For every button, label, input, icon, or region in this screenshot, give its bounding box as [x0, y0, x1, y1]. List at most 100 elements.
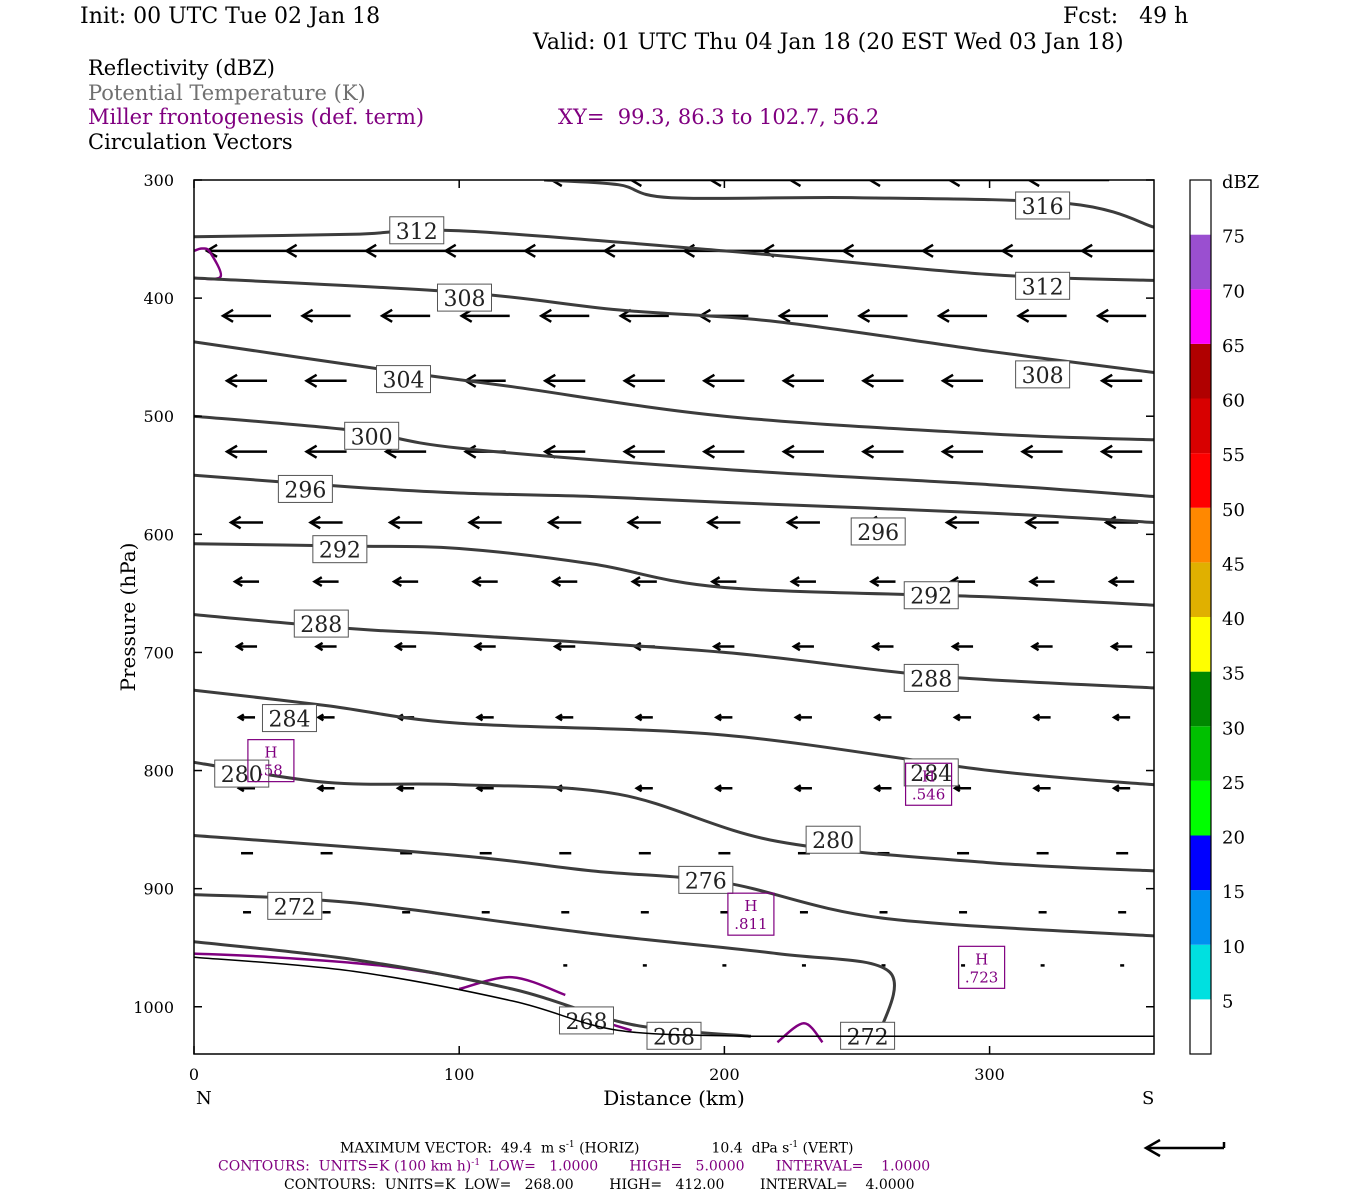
circulation-vector	[538, 308, 590, 323]
theta-label-box	[267, 891, 323, 920]
theta-label-box	[312, 535, 368, 564]
circulation-vector	[1016, 308, 1067, 323]
reference-vector-arrow	[1143, 1138, 1226, 1158]
circulation-vector	[873, 784, 892, 793]
circulation-vector	[873, 713, 892, 722]
colorbar-cell	[1190, 453, 1211, 508]
circulation-vector	[944, 515, 980, 530]
y-tick-label: 400	[143, 289, 174, 308]
theta-contour-308	[194, 276, 1154, 374]
circulation-vector	[300, 308, 351, 323]
circulation-vector	[522, 243, 606, 258]
y-tick-label: 900	[143, 880, 174, 899]
circulation-vector	[284, 243, 367, 258]
theta-contour-280	[194, 760, 1154, 873]
theta-label: 272	[274, 895, 316, 920]
theta-label-box	[261, 704, 317, 733]
circulation-vector	[789, 576, 816, 587]
colorbar-label: 75	[1222, 227, 1245, 248]
footer-frontogenesis-contours: CONTOURS: UNITS=K (100 km h)-1 LOW= 1.00…	[218, 1158, 931, 1175]
circulation-vector	[550, 576, 578, 587]
svg-text:.723: .723	[965, 968, 998, 986]
theta-label: 288	[910, 667, 952, 692]
theta-label-box	[389, 216, 445, 245]
legend-miller-frontogenesis: Miller frontogenesis (def. term)	[88, 105, 425, 129]
valid-time: Valid: 01 UTC Thu 04 Jan 18 (20 EST Wed …	[533, 30, 1124, 55]
colorbar-cell	[1190, 507, 1211, 563]
theta-contour-296	[194, 473, 1154, 524]
circulation-vector	[391, 576, 419, 587]
y-tick-label: 300	[143, 171, 174, 190]
colorbar-cell	[1190, 835, 1211, 891]
circulation-vector	[316, 713, 335, 722]
circulation-vector	[220, 308, 272, 323]
theta-label: 312	[1022, 275, 1064, 300]
theta-label: 276	[685, 869, 727, 894]
colorbar-cell	[1190, 671, 1211, 727]
theta-label: 292	[319, 539, 361, 564]
theta-label-box	[1015, 191, 1071, 220]
theta-label: 308	[1022, 364, 1064, 389]
theta-label: 300	[351, 425, 393, 450]
circulation-vector	[711, 641, 735, 652]
circulation-vector	[542, 373, 586, 388]
circulation-vector	[791, 641, 814, 652]
axes: 300 400 500 600 700 800 900 1000 0 100 200 300	[133, 171, 1154, 1084]
theta-contour-272	[194, 893, 896, 1037]
theta-label-box	[678, 865, 734, 894]
circulation-vector	[1107, 576, 1135, 587]
theta-label: 312	[396, 220, 438, 245]
circulation-vector	[869, 576, 896, 587]
circulation-vector	[395, 784, 415, 793]
circulation-vector	[308, 515, 343, 530]
circulation-vector	[552, 641, 576, 652]
circulation-vector	[1026, 180, 1110, 188]
frontogenesis-max: H.723	[958, 945, 1006, 989]
x-tick-label: 300	[974, 1065, 1005, 1084]
y-tick-label: 700	[143, 643, 174, 662]
theta-label: 292	[910, 585, 952, 610]
y-axis-title: Pressure (hPa)	[116, 543, 140, 692]
theta-label: 316	[1022, 195, 1064, 220]
circulation-vector	[549, 180, 632, 188]
frontogenesis-max: H.58	[247, 739, 295, 783]
y-tick-label: 1000	[133, 998, 174, 1017]
colorbar-cell	[1190, 780, 1211, 836]
theta-contour-300	[194, 414, 1154, 498]
circulation-vector	[713, 784, 733, 793]
circulation-vector	[1109, 641, 1133, 652]
svg-text:H: H	[264, 744, 277, 762]
circulation-vector	[1111, 713, 1131, 722]
colorbar-label: 50	[1222, 500, 1245, 521]
circulation-vector	[1020, 444, 1063, 459]
x-tick-label: 0	[189, 1065, 199, 1084]
circulation-vector	[475, 713, 494, 722]
colorbar: 5 10 15 20 25 30 35 40 45 50 55 60 65 70 75 dBZ	[1189, 172, 1259, 1055]
colorbar-label: 70	[1222, 281, 1245, 302]
circulation-vector	[473, 641, 496, 652]
svg-text:H: H	[922, 767, 935, 785]
circulation-vector	[224, 444, 268, 459]
circulation-vector	[236, 713, 256, 722]
legend-reflectivity: Reflectivity (dBZ)	[88, 56, 276, 80]
circulation-vector	[626, 515, 661, 530]
circulation-vector	[546, 515, 582, 530]
colorbar-cell	[1190, 398, 1211, 454]
circulation-vector	[232, 576, 260, 587]
circulation-vector	[947, 180, 1030, 188]
circulation-vector	[857, 308, 908, 323]
circulation-vector	[204, 243, 288, 258]
theta-label: 288	[300, 613, 342, 638]
frontogenesis-contour	[776, 1022, 824, 1044]
circulation-vector	[1095, 308, 1147, 323]
theta-label: 272	[847, 1025, 889, 1050]
circulation-vector	[705, 515, 741, 530]
theta-label-box	[436, 283, 492, 312]
circulation-vector	[936, 308, 988, 323]
circulation-vector	[1030, 641, 1053, 652]
colorbar-label: 60	[1222, 391, 1245, 412]
circulation-vector	[871, 641, 894, 652]
colorbar-label: 30	[1222, 718, 1245, 739]
colorbar-label: 10	[1222, 937, 1245, 958]
